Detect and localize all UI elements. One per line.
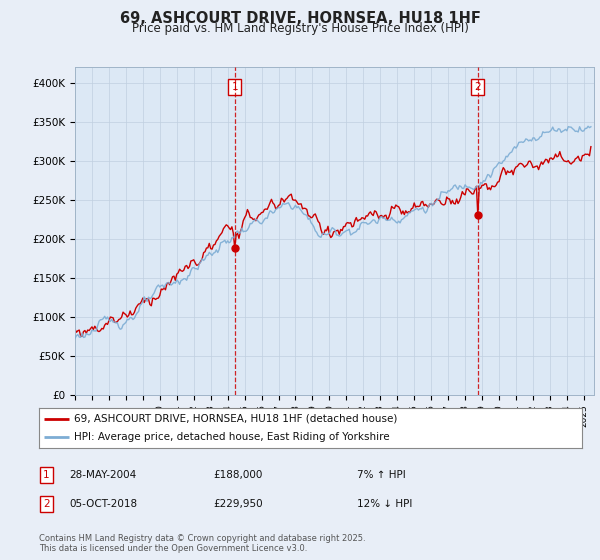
- Text: HPI: Average price, detached house, East Riding of Yorkshire: HPI: Average price, detached house, East…: [74, 432, 390, 442]
- Text: 1: 1: [232, 82, 238, 92]
- Text: £229,950: £229,950: [213, 499, 263, 509]
- Text: 28-MAY-2004: 28-MAY-2004: [69, 470, 136, 480]
- Text: Price paid vs. HM Land Registry's House Price Index (HPI): Price paid vs. HM Land Registry's House …: [131, 22, 469, 35]
- Text: £188,000: £188,000: [213, 470, 262, 480]
- Text: 2: 2: [475, 82, 481, 92]
- Text: 69, ASHCOURT DRIVE, HORNSEA, HU18 1HF: 69, ASHCOURT DRIVE, HORNSEA, HU18 1HF: [119, 11, 481, 26]
- Text: 69, ASHCOURT DRIVE, HORNSEA, HU18 1HF (detached house): 69, ASHCOURT DRIVE, HORNSEA, HU18 1HF (d…: [74, 414, 398, 423]
- Text: 1: 1: [43, 470, 50, 480]
- Text: 2: 2: [43, 499, 50, 509]
- Text: Contains HM Land Registry data © Crown copyright and database right 2025.
This d: Contains HM Land Registry data © Crown c…: [39, 534, 365, 553]
- Text: 12% ↓ HPI: 12% ↓ HPI: [357, 499, 412, 509]
- Text: 05-OCT-2018: 05-OCT-2018: [69, 499, 137, 509]
- Text: 7% ↑ HPI: 7% ↑ HPI: [357, 470, 406, 480]
